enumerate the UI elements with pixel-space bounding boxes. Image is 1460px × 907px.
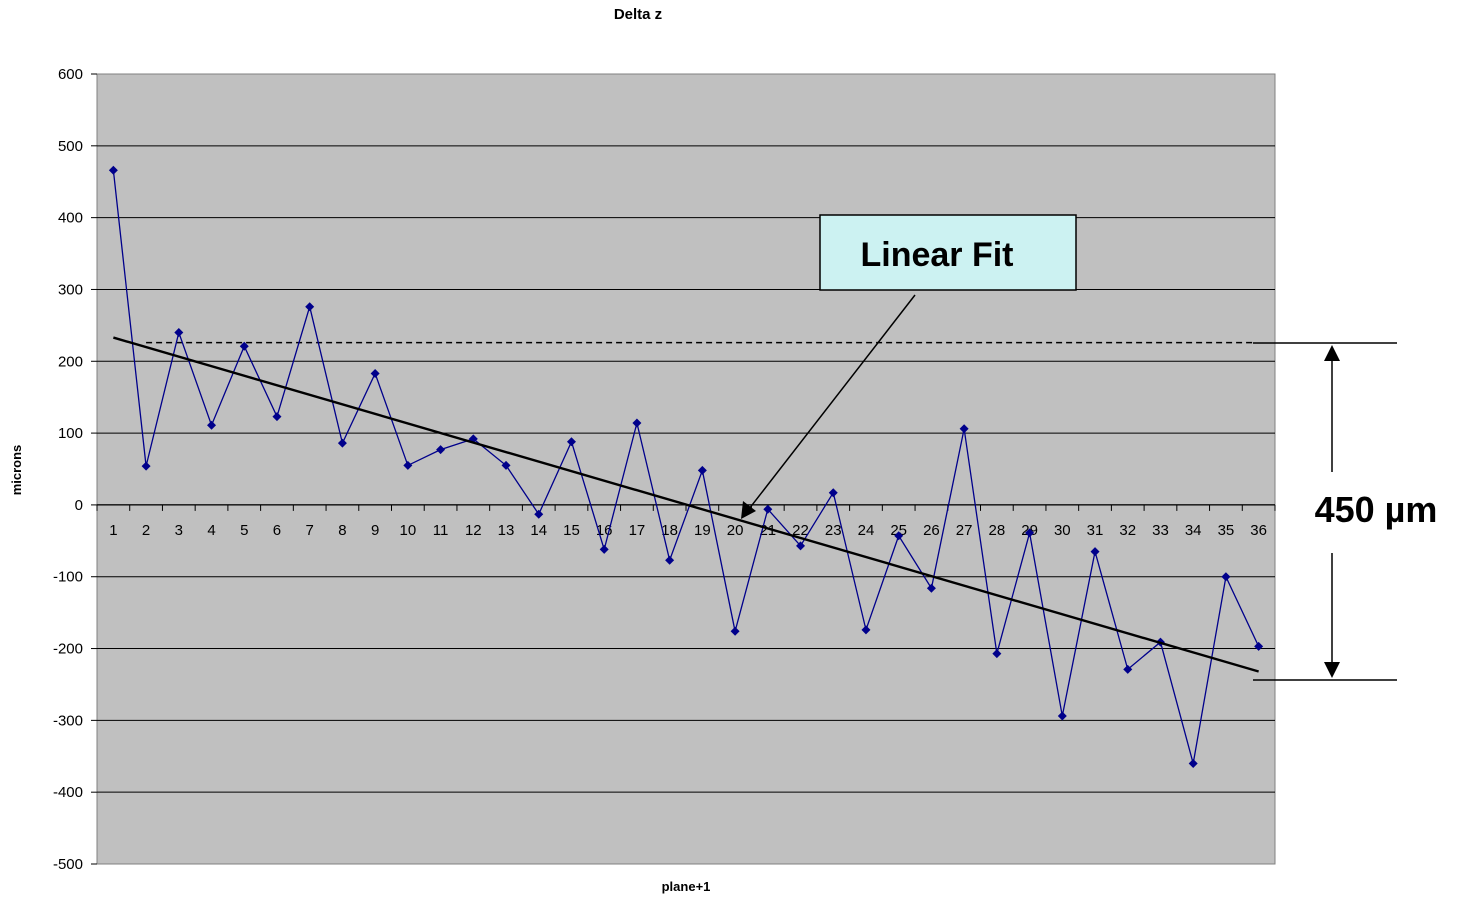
data-point-marker (501, 460, 511, 470)
x-tick-label: 25 (890, 522, 907, 539)
x-tick-label: 13 (498, 522, 515, 539)
data-point-marker (861, 625, 871, 635)
series-line (112, 170, 1260, 764)
data-point-marker (1090, 547, 1100, 557)
series-markers (108, 165, 1264, 768)
x-tick-label: 36 (1250, 522, 1267, 539)
data-point-marker (566, 437, 576, 447)
x-tick-label: 3 (175, 522, 183, 539)
data-point-marker (207, 420, 217, 430)
x-axis-title: plane+1 (662, 879, 711, 894)
chart-title: Delta z (614, 6, 662, 23)
x-tick-label: 4 (207, 522, 215, 539)
x-tick-label: 7 (306, 522, 314, 539)
data-point-marker (926, 583, 936, 593)
x-tick-label: 8 (338, 522, 346, 539)
callout-arrow-head (741, 501, 756, 519)
callout-arrow-line (748, 294, 916, 510)
y-tick-label: -300 (53, 712, 83, 729)
y-tick-label: -500 (53, 856, 83, 873)
x-tick-label: 12 (465, 522, 482, 539)
x-tick-label: 22 (792, 522, 809, 539)
data-point-marker (239, 341, 249, 351)
x-tick-label: 20 (727, 522, 744, 539)
data-point-marker (665, 555, 675, 565)
y-tick-label: -200 (53, 641, 83, 658)
data-point-marker (828, 488, 838, 498)
x-tick-label: 11 (433, 522, 449, 539)
data-point-marker (959, 424, 969, 434)
data-point-marker (1123, 664, 1133, 674)
data-point-marker (1254, 641, 1264, 651)
dimension-arrow-down-head (1324, 662, 1340, 678)
y-tick-label: 200 (58, 353, 83, 370)
x-tick-label: 31 (1087, 522, 1104, 539)
data-point-marker (337, 438, 347, 448)
dimension-arrow-up-head (1324, 345, 1340, 361)
data-point-marker (763, 504, 773, 514)
x-tick-label: 18 (661, 522, 678, 539)
data-point-marker (174, 328, 184, 338)
y-tick-label: 0 (75, 497, 83, 514)
x-tick-label: 17 (629, 522, 646, 539)
x-tick-label: 24 (858, 522, 875, 539)
x-tick-label: 9 (371, 522, 379, 539)
data-point-marker (370, 368, 380, 378)
data-point-marker (1188, 758, 1198, 768)
data-point-marker (436, 445, 446, 455)
y-tick-label: 300 (58, 281, 83, 298)
x-tick-label: 2 (142, 522, 150, 539)
y-tick-label: 400 (58, 210, 83, 227)
x-tick-label: 6 (273, 522, 281, 539)
dimension-label: 450 µm (1315, 489, 1438, 530)
x-tick-label: 28 (989, 522, 1006, 539)
y-tick-label: -400 (53, 784, 83, 801)
data-point-marker (108, 165, 118, 175)
y-tick-label: -100 (53, 569, 83, 586)
data-point-marker (599, 544, 609, 554)
x-tick-label: 15 (563, 522, 580, 539)
y-axis-tick-labels: 600 500 400 300 200 100 0 -100 -200 -300 -400 -500 (53, 66, 83, 873)
x-tick-label: 1 (109, 522, 117, 539)
data-point-marker (1025, 528, 1035, 538)
x-tick-label: 5 (240, 522, 248, 539)
data-point-marker (796, 541, 806, 551)
plot-area (96, 73, 1276, 865)
data-point-marker (534, 509, 544, 519)
y-axis-title: microns (9, 445, 24, 496)
y-tick-label: 500 (58, 138, 83, 155)
x-tick-label: 27 (956, 522, 973, 539)
x-tick-label: 34 (1185, 522, 1202, 539)
y-tick-label: 100 (58, 425, 83, 442)
data-point-marker (632, 418, 642, 428)
data-point-marker (1221, 572, 1231, 582)
data-point-marker (894, 531, 904, 541)
linear-fit-callout-label: Linear Fit (860, 236, 1013, 274)
data-point-marker (730, 626, 740, 636)
x-tick-label: 14 (530, 522, 547, 539)
x-tick-label: 23 (825, 522, 842, 539)
linear-fit-callout-box (819, 214, 1077, 291)
x-tick-label: 32 (1119, 522, 1136, 539)
data-point-marker (697, 465, 707, 475)
data-point-marker (272, 412, 282, 422)
y-tick-label: 600 (58, 66, 83, 83)
data-point-marker (992, 649, 1002, 659)
x-tick-label: 10 (400, 522, 417, 539)
x-tick-label: 19 (694, 522, 711, 539)
x-tick-label: 35 (1218, 522, 1235, 539)
x-tick-label: 30 (1054, 522, 1071, 539)
linear-fit-line (113, 336, 1259, 673)
x-tick-label: 33 (1152, 522, 1169, 539)
x-tick-label: 26 (923, 522, 940, 539)
data-point-marker (305, 302, 315, 312)
data-point-marker (141, 461, 151, 471)
data-point-marker (403, 460, 413, 470)
data-point-marker (1057, 711, 1067, 721)
